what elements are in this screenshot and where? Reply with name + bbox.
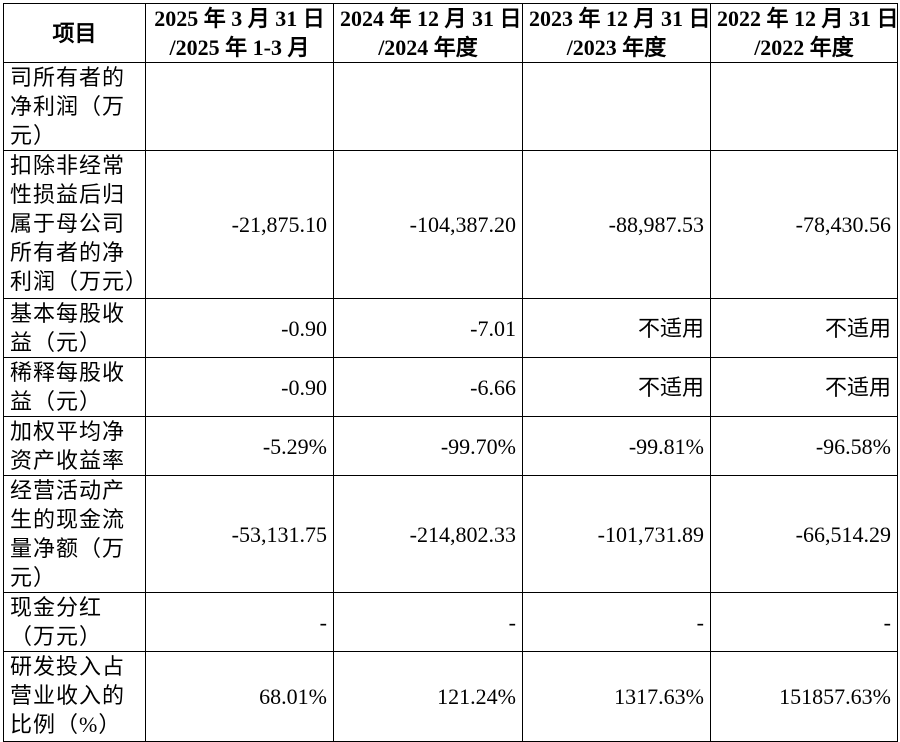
value-cell: - — [145, 592, 334, 652]
header-cell: 项目 — [3, 3, 146, 63]
row-label: 经营活动产生的现金流量净额（万元） — [3, 475, 146, 593]
header-line: 2024 年 12 月 31 日 — [340, 6, 522, 31]
value-cell: 68.01% — [145, 651, 334, 742]
value-cell: -53,131.75 — [145, 475, 334, 593]
header-line: /2025 年 1-3 月 — [169, 35, 310, 60]
data-table: 项目 2025 年 3 月 31 日/2025 年 1-3 月 2024 年 12 … — [3, 3, 898, 742]
header-cell: 2025 年 3 月 31 日/2025 年 1-3 月 — [145, 3, 334, 63]
table-row: 加权平均净资产收益率 -5.29% -99.70% -99.81% -96.58% — [3, 416, 898, 476]
table-row: 稀释每股收益（元） -0.90 -6.66 不适用 不适用 — [3, 357, 898, 417]
value-cell: -0.90 — [145, 298, 334, 358]
value-cell: 121.24% — [333, 651, 523, 742]
row-label: 司所有者的净利润（万元） — [3, 62, 146, 151]
header-cell: 2024 年 12 月 31 日/2024 年度 — [333, 3, 523, 63]
value-cell — [522, 62, 711, 151]
value-cell: -0.90 — [145, 357, 334, 417]
row-label: 加权平均净资产收益率 — [3, 416, 146, 476]
row-label: 基本每股收益（元） — [3, 298, 146, 358]
value-cell: -214,802.33 — [333, 475, 523, 593]
row-label: 稀释每股收益（元） — [3, 357, 146, 417]
value-cell: -96.58% — [710, 416, 898, 476]
table-row: 经营活动产生的现金流量净额（万元） -53,131.75 -214,802.33 -1… — [3, 475, 898, 593]
value-cell: - — [522, 592, 711, 652]
header-line: /2022 年度 — [754, 35, 854, 60]
value-cell: -78,430.56 — [710, 150, 898, 299]
header-cell: 2023 年 12 月 31 日/2023 年度 — [522, 3, 711, 63]
value-cell — [710, 62, 898, 151]
header-line: 2022 年 12 月 31 日 — [717, 6, 898, 31]
row-label: 扣除非经常性损益后归属于母公司所有者的净利润（万元） — [3, 150, 146, 299]
header-line: 2025 年 3 月 31 日 — [154, 6, 325, 31]
value-cell: -101,731.89 — [522, 475, 711, 593]
header-row: 项目 2025 年 3 月 31 日/2025 年 1-3 月 2024 年 12 … — [3, 3, 898, 63]
header-line: /2024 年度 — [378, 35, 478, 60]
value-cell: 151857.63% — [710, 651, 898, 742]
value-cell: - — [710, 592, 898, 652]
value-cell: 不适用 — [710, 357, 898, 417]
value-cell: -99.70% — [333, 416, 523, 476]
row-label: 研发投入占营业收入的比例（%） — [3, 651, 146, 742]
value-cell: -7.01 — [333, 298, 523, 358]
table-body: 司所有者的净利润（万元） 扣除非经常性损益后归属于母公司所有者的净利润（万元） -2… — [3, 62, 898, 742]
table-row: 基本每股收益（元） -0.90 -7.01 不适用 不适用 — [3, 298, 898, 358]
row-label: 现金分红（万元） — [3, 592, 146, 652]
value-cell: 不适用 — [522, 298, 711, 358]
value-cell: -21,875.10 — [145, 150, 334, 299]
value-cell: 不适用 — [710, 298, 898, 358]
value-cell: -66,514.29 — [710, 475, 898, 593]
value-cell: -5.29% — [145, 416, 334, 476]
value-cell: -104,387.20 — [333, 150, 523, 299]
table-row: 扣除非经常性损益后归属于母公司所有者的净利润（万元） -21,875.10 -104… — [3, 150, 898, 299]
value-cell: - — [333, 592, 523, 652]
value-cell: 不适用 — [522, 357, 711, 417]
table-row: 现金分红（万元） - - - - — [3, 592, 898, 652]
value-cell — [333, 62, 523, 151]
table-row: 司所有者的净利润（万元） — [3, 62, 898, 151]
value-cell: 1317.63% — [522, 651, 711, 742]
header-line: 2023 年 12 月 31 日 — [529, 6, 711, 31]
header-line: /2023 年度 — [566, 35, 667, 60]
value-cell: -6.66 — [333, 357, 523, 417]
header-cell: 2022 年 12 月 31 日/2022 年度 — [710, 3, 898, 63]
value-cell: -88,987.53 — [522, 150, 711, 299]
value-cell: -99.81% — [522, 416, 711, 476]
value-cell — [145, 62, 334, 151]
table-row: 研发投入占营业收入的比例（%） 68.01% 121.24% 1317.63% 1518… — [3, 651, 898, 742]
